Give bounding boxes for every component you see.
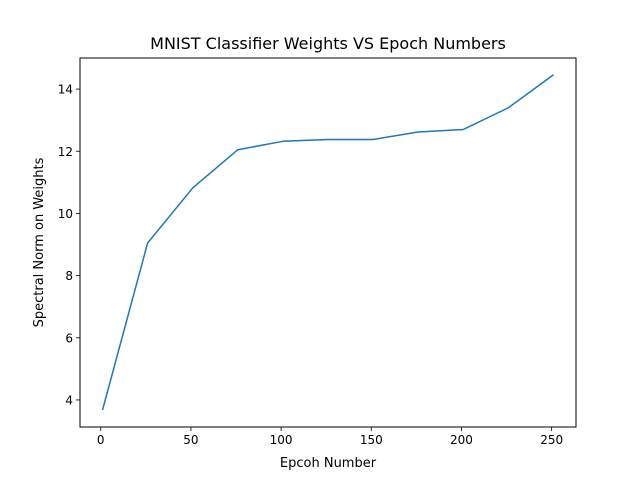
y-tick-label: 14 bbox=[58, 83, 73, 97]
y-tick-label: 10 bbox=[58, 207, 73, 221]
x-tick-label: 150 bbox=[360, 433, 383, 447]
y-tick-label: 6 bbox=[65, 331, 73, 345]
x-tick-label: 50 bbox=[183, 433, 198, 447]
x-tick-label: 100 bbox=[270, 433, 293, 447]
y-tick-label: 8 bbox=[65, 269, 73, 283]
y-axis: 4 6 8 10 12 14 bbox=[58, 83, 80, 407]
chart-title: MNIST Classifier Weights VS Epoch Number… bbox=[150, 34, 506, 53]
y-tick-label: 4 bbox=[65, 393, 73, 407]
plot-area bbox=[101, 74, 554, 411]
x-axis: 0 50 100 150 200 250 bbox=[97, 427, 563, 447]
y-tick-label: 12 bbox=[58, 145, 73, 159]
x-tick-label: 200 bbox=[450, 433, 473, 447]
x-tick-label: 0 bbox=[97, 433, 105, 447]
y-axis-label: Spectral Norm on Weights bbox=[32, 157, 47, 327]
x-axis-label: Epcoh Number bbox=[280, 456, 377, 471]
axes-frame bbox=[79, 57, 577, 428]
x-tick-label: 250 bbox=[540, 433, 563, 447]
